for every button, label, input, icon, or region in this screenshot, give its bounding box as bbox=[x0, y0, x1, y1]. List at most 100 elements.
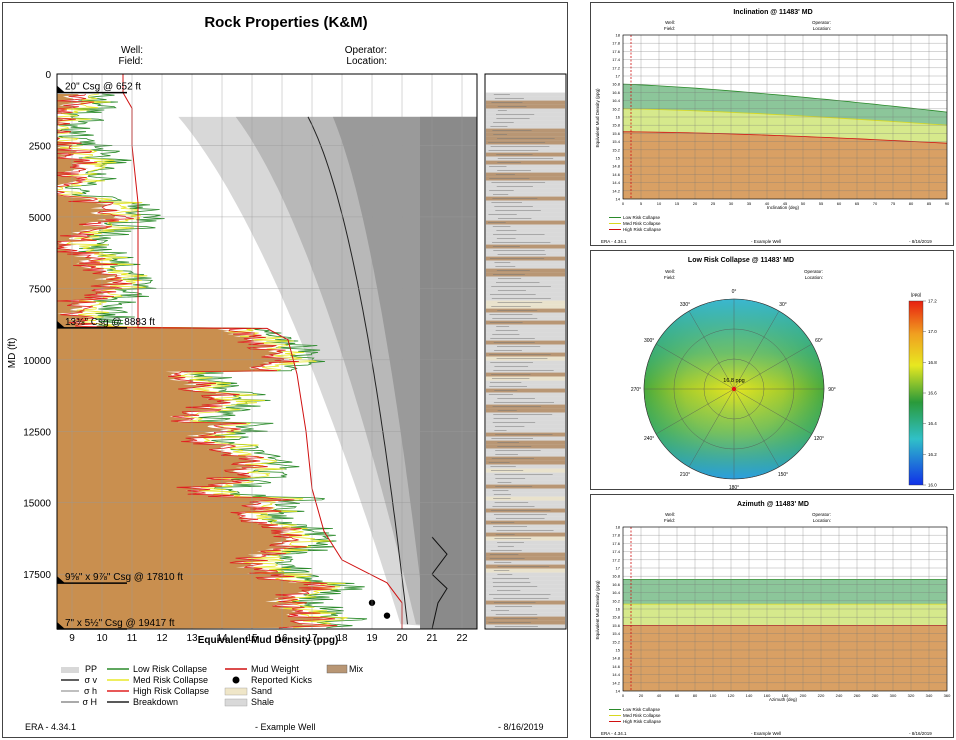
lithology-layer bbox=[486, 392, 565, 397]
lithology-layer bbox=[486, 192, 565, 197]
az-xlabel: Azimuth (deg) bbox=[769, 697, 798, 702]
small-y-tick: 15.2 bbox=[612, 147, 621, 152]
small-y-tick: 15.4 bbox=[612, 139, 621, 144]
casing-label-3: 7" x 5½" Csg @ 19417 ft bbox=[65, 618, 175, 629]
lithology-layer bbox=[486, 476, 565, 481]
az-legend-med: Med Risk Collapse bbox=[623, 713, 661, 718]
casing-shoe-1 bbox=[57, 320, 65, 328]
small-y-tick: 14.6 bbox=[612, 664, 621, 669]
lithology-layer bbox=[486, 572, 565, 577]
x-tick-label: 21 bbox=[426, 633, 438, 644]
small-y-tick: 15.4 bbox=[612, 631, 621, 636]
az-plot-area: 18 17.8 17.6 17.4 17.2 17 16.8 16.6 16.4 16.2 16 15… bbox=[612, 525, 951, 699]
lithology-layer bbox=[486, 552, 565, 557]
x-tick-label: 12 bbox=[156, 633, 168, 644]
colorbar-unit: (ppg) bbox=[911, 292, 922, 297]
inc-legend-high: High Risk Collapse bbox=[623, 227, 662, 232]
lithology-layer bbox=[486, 224, 565, 229]
casing-label-1: 13⅜" Csg @ 8883 ft bbox=[65, 317, 155, 328]
lithology-layer bbox=[486, 160, 565, 165]
small-x-tick: 20 bbox=[639, 693, 644, 698]
small-y-tick: 15 bbox=[616, 648, 621, 653]
x-tick-label: 18 bbox=[336, 633, 348, 644]
polar-title: Low Risk Collapse @ 11483' MD bbox=[688, 257, 794, 264]
small-y-tick: 14 bbox=[616, 197, 621, 202]
small-y-tick: 16.6 bbox=[612, 582, 621, 587]
small-x-tick: 40 bbox=[657, 693, 662, 698]
small-y-tick: 18 bbox=[616, 525, 621, 530]
polar-spoke bbox=[733, 388, 780, 468]
small-y-tick: 15 bbox=[616, 156, 621, 161]
x-tick-label: 17 bbox=[306, 633, 318, 644]
small-y-tick: 17.2 bbox=[612, 557, 621, 562]
small-y-tick: 14.8 bbox=[612, 164, 621, 169]
inc-legend-med: Med Risk Collapse bbox=[623, 221, 661, 226]
polar-location: Location: bbox=[805, 275, 823, 280]
small-x-tick: 10 bbox=[657, 201, 662, 206]
small-y-tick: 14.2 bbox=[612, 188, 621, 193]
small-x-tick: 5 bbox=[640, 201, 643, 206]
polar-well: Well: bbox=[665, 269, 675, 274]
small-x-tick: 20 bbox=[693, 201, 698, 206]
small-x-tick: 240 bbox=[836, 693, 843, 698]
small-x-tick: 120 bbox=[728, 693, 735, 698]
lithology-layer bbox=[486, 480, 565, 485]
legend-sH: σ H bbox=[82, 697, 97, 707]
legend-high: High Risk Collapse bbox=[133, 686, 209, 696]
lithology-layer bbox=[486, 172, 565, 177]
small-y-tick: 15.6 bbox=[612, 131, 621, 136]
small-y-tick: 16.2 bbox=[612, 106, 621, 111]
small-y-tick: 16.4 bbox=[612, 590, 621, 595]
lithology-layer bbox=[486, 228, 565, 233]
y-tick-label: 2500 bbox=[29, 141, 52, 152]
low-risk-collapse-line bbox=[56, 93, 368, 629]
lithology-layer bbox=[486, 108, 565, 113]
x-tick-label: 9 bbox=[69, 633, 75, 644]
lithology-layer bbox=[486, 324, 565, 329]
lithology-layer bbox=[486, 560, 565, 565]
small-y-tick: 14.4 bbox=[612, 672, 621, 677]
colorbar-tick-label: 16.2 bbox=[928, 452, 937, 457]
legend-breakdown: Breakdown bbox=[133, 697, 178, 707]
inc-footer-version: ERA - 4.34.1 bbox=[601, 239, 627, 244]
lithology-layer bbox=[486, 588, 565, 593]
small-x-tick: 0 bbox=[622, 693, 625, 698]
small-x-tick: 280 bbox=[872, 693, 879, 698]
small-y-tick: 16.2 bbox=[612, 598, 621, 603]
lithology-layer bbox=[486, 220, 565, 225]
x-tick-label: 19 bbox=[366, 633, 378, 644]
polar-angle-label: 330° bbox=[680, 302, 690, 308]
small-y-tick: 17.6 bbox=[612, 49, 621, 54]
colorbar bbox=[908, 300, 924, 486]
az-location: Location: bbox=[813, 518, 831, 523]
azimuth-title: Azimuth @ 11483' MD bbox=[737, 501, 809, 508]
lithology-layer bbox=[486, 452, 565, 457]
az-ylabel: Equivalent Mud Density (ppg) bbox=[595, 580, 600, 640]
polar-angle-label: 30° bbox=[779, 302, 787, 308]
colorbar-tick-label: 17.2 bbox=[928, 299, 937, 304]
legend-swatch-shale bbox=[224, 698, 248, 707]
lithology-layer bbox=[486, 320, 565, 325]
low-risk-collapse-panel: Low Risk Collapse @ 11483' MD Well: Fiel… bbox=[590, 250, 954, 491]
lithology-layer bbox=[486, 244, 565, 249]
small-y-tick: 18 bbox=[616, 33, 621, 38]
x-tick-label: 22 bbox=[456, 633, 468, 644]
az-legend-high: High Risk Collapse bbox=[623, 719, 662, 724]
small-frame bbox=[622, 526, 948, 692]
x-tick-label: 14 bbox=[216, 633, 228, 644]
small-x-tick: 40 bbox=[765, 201, 770, 206]
field-label: Field: bbox=[119, 56, 143, 67]
small-x-tick: 25 bbox=[711, 201, 716, 206]
azimuth-panel: Azimuth @ 11483' MD Well: Field: Operato… bbox=[590, 494, 954, 738]
small-y-tick: 16 bbox=[616, 607, 621, 612]
lithology-layer bbox=[486, 328, 565, 333]
polar-outer-ring bbox=[643, 298, 825, 480]
y-axis-label: MD (ft) bbox=[7, 338, 18, 369]
lithology-layer bbox=[486, 92, 565, 97]
small-y-tick: 14.8 bbox=[612, 656, 621, 661]
inc-field: Field: bbox=[664, 26, 675, 31]
small-x-tick: 50 bbox=[801, 201, 806, 206]
small-x-tick: 180 bbox=[782, 693, 789, 698]
colorbar-tick-label: 16.8 bbox=[928, 360, 937, 365]
colorbar-tick-label: 16.6 bbox=[928, 391, 937, 396]
